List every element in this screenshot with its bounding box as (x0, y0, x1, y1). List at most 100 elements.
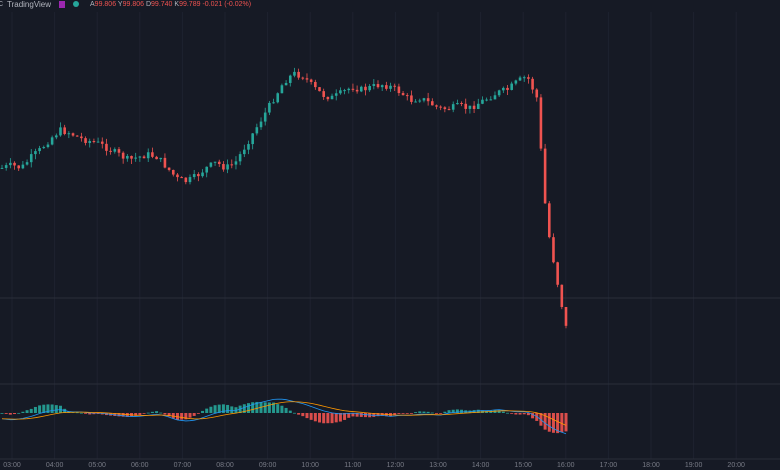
time-tick-label: 20:00 (727, 462, 745, 469)
histogram-bar (334, 413, 338, 423)
candle-body (334, 93, 338, 96)
histogram-bar (280, 405, 284, 413)
candle-body (435, 105, 438, 107)
candle-body (38, 148, 41, 152)
histogram-bar (138, 413, 142, 415)
candle-body (481, 99, 484, 104)
histogram-bar (556, 413, 560, 434)
candle-body (389, 85, 392, 89)
signal-line (1, 401, 567, 426)
histogram-bar (510, 413, 514, 414)
histogram-bar (309, 413, 313, 420)
candle-body (514, 80, 518, 84)
candle-body (414, 101, 417, 103)
candle-body (297, 71, 300, 78)
candle-body (238, 154, 242, 162)
change-value: -0.021 (-0.02%) (202, 1, 252, 8)
candle-body (380, 85, 384, 88)
candle-body (439, 106, 442, 108)
candle-body (0, 167, 4, 169)
candle-body (339, 90, 342, 94)
candle-body (59, 127, 62, 136)
symbol-glyph: C (0, 1, 4, 8)
histogram-bar (251, 402, 255, 413)
histogram-bar (401, 413, 405, 414)
flag-icon[interactable] (59, 1, 65, 8)
candle-body (155, 156, 158, 160)
histogram-bar (29, 408, 33, 413)
time-tick-label: 09:00 (259, 462, 277, 469)
candle-body (422, 98, 426, 101)
histogram-bar (292, 412, 296, 414)
candle-body (418, 100, 422, 102)
candle-body (92, 141, 96, 143)
candle-body (368, 86, 371, 91)
histogram-bar (50, 404, 54, 413)
time-tick-label: 03:00 (3, 462, 21, 469)
candle-body (305, 78, 309, 80)
histogram-bar (330, 413, 334, 424)
candle-body (163, 157, 167, 168)
candle-body (9, 162, 12, 166)
time-tick-label: 18:00 (642, 462, 660, 469)
histogram-bar (447, 410, 451, 413)
candle-body (243, 149, 246, 155)
candle-body (159, 157, 163, 160)
histogram-bar (25, 410, 29, 413)
time-tick-label: 15:00 (514, 462, 532, 469)
candle-body (401, 93, 405, 96)
candle-body (472, 105, 476, 109)
candle-body (343, 90, 346, 92)
candle-body (42, 147, 46, 149)
candle-body (385, 85, 388, 89)
tradingview-logo-text[interactable]: TradingView (7, 0, 52, 9)
histogram-bar (305, 413, 309, 419)
histogram-bar (514, 413, 518, 415)
candle-body (293, 71, 296, 76)
candle-body (564, 306, 568, 326)
histogram-bar (326, 413, 330, 424)
candle-body (126, 155, 129, 159)
candle-body (201, 172, 204, 177)
histogram-bar (301, 413, 305, 417)
market-status-icon (73, 1, 79, 7)
candle-body (171, 169, 175, 175)
candle-body (518, 77, 522, 81)
candle-body (456, 103, 459, 105)
histogram-bar (196, 413, 200, 414)
histogram-bar (393, 413, 397, 416)
candle-body (497, 90, 501, 96)
histogram-bar (276, 404, 280, 413)
candle-body (84, 138, 87, 143)
candle-body (464, 103, 468, 109)
histogram-bar (213, 405, 217, 413)
candle-body (217, 161, 221, 165)
candle-body (326, 96, 330, 100)
candle-body (121, 152, 125, 159)
low-value: 99.740 (151, 1, 173, 8)
candle-body (222, 164, 225, 170)
candle-body (510, 83, 513, 90)
candle-body (431, 101, 434, 106)
time-tick-label: 14:00 (472, 462, 490, 469)
candle-body (493, 95, 497, 100)
time-tick-label: 11:00 (344, 462, 361, 469)
candle-body (55, 135, 58, 138)
candle-body (21, 164, 25, 169)
candle-body (535, 89, 539, 98)
histogram-bar (560, 413, 564, 433)
candle-body (552, 237, 555, 263)
candle-body (4, 165, 8, 168)
time-tick-label: 05:00 (88, 462, 106, 469)
histogram-bar (96, 413, 100, 414)
candle-body (25, 162, 29, 165)
histogram-bar (426, 411, 430, 413)
candle-body (405, 95, 409, 97)
candle-body (105, 143, 108, 151)
time-axis[interactable]: 03:00 04:00 05:00 06:00 07:00 08:00 09:00 10:00… (3, 462, 745, 469)
candle-body (71, 133, 75, 136)
candle-body (372, 84, 376, 87)
open-value: 99.806 (94, 1, 117, 8)
time-tick-label: 08:00 (216, 462, 234, 469)
